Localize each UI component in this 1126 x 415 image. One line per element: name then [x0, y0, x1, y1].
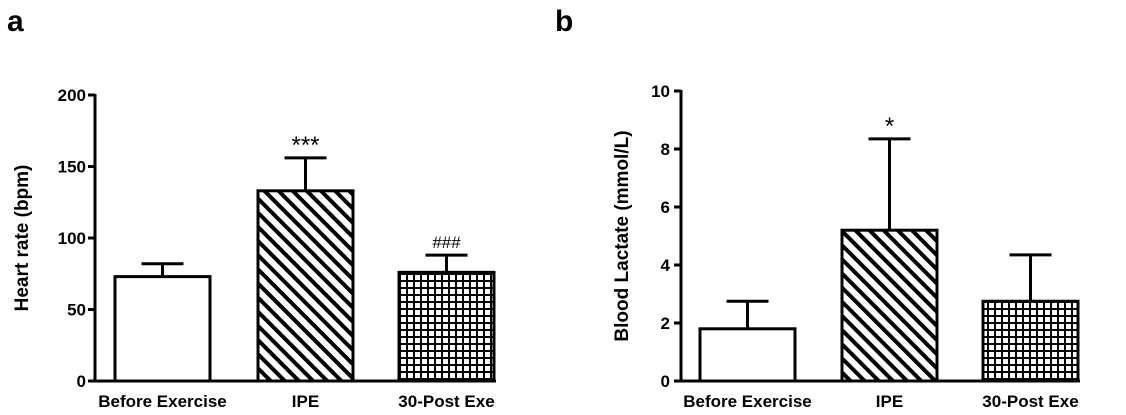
y-axis-title-b: Blood Lactate (mmol/L) [612, 130, 633, 341]
y-tick-label-a-2: 100 [58, 229, 86, 248]
bar-a-0 [113, 275, 212, 383]
significance-label-b-1: * [885, 113, 894, 140]
category-label-b-1: IPE [876, 392, 903, 411]
chart-panel-a: Before Exercise IPE *** 30-Post Exe ### 0 50 10… [12, 86, 496, 411]
category-label-b-0: Before Exercise [683, 392, 812, 411]
category-label-a-2: 30-Post Exe [398, 392, 494, 411]
chart-panel-b: Before Exercise IPE * 30-Post Exe 0 2 4 6 8 10 Blo… [612, 82, 1080, 411]
y-tick-label-b-4: 8 [661, 140, 670, 159]
bar-b-2 [981, 299, 1080, 383]
significance-label-a-2: ### [432, 233, 461, 252]
category-label-a-0: Before Exercise [98, 392, 227, 411]
y-tick-label-b-0: 0 [661, 372, 670, 391]
significance-label-a-1: *** [291, 132, 319, 159]
panel-label-b: b [555, 5, 573, 38]
y-tick-label-a-0: 0 [77, 372, 86, 391]
y-tick-label-b-2: 4 [661, 256, 671, 275]
y-tick-label-a-1: 50 [67, 301, 86, 320]
bar-b-0 [698, 327, 797, 383]
bar-a-1 [256, 189, 355, 383]
bar-b-1 [840, 228, 939, 383]
y-axis-title-a: Heart rate (bpm) [12, 165, 33, 312]
y-tick-label-b-1: 2 [661, 314, 670, 333]
category-label-a-1: IPE [292, 392, 319, 411]
y-tick-label-a-4: 200 [58, 86, 86, 105]
y-tick-label-b-3: 6 [661, 198, 670, 217]
y-tick-label-a-3: 150 [58, 158, 86, 177]
category-label-b-2: 30-Post Exe [982, 392, 1078, 411]
panel-label-a: a [7, 5, 24, 38]
y-tick-label-b-5: 10 [651, 82, 670, 101]
bar-a-2 [397, 270, 496, 383]
